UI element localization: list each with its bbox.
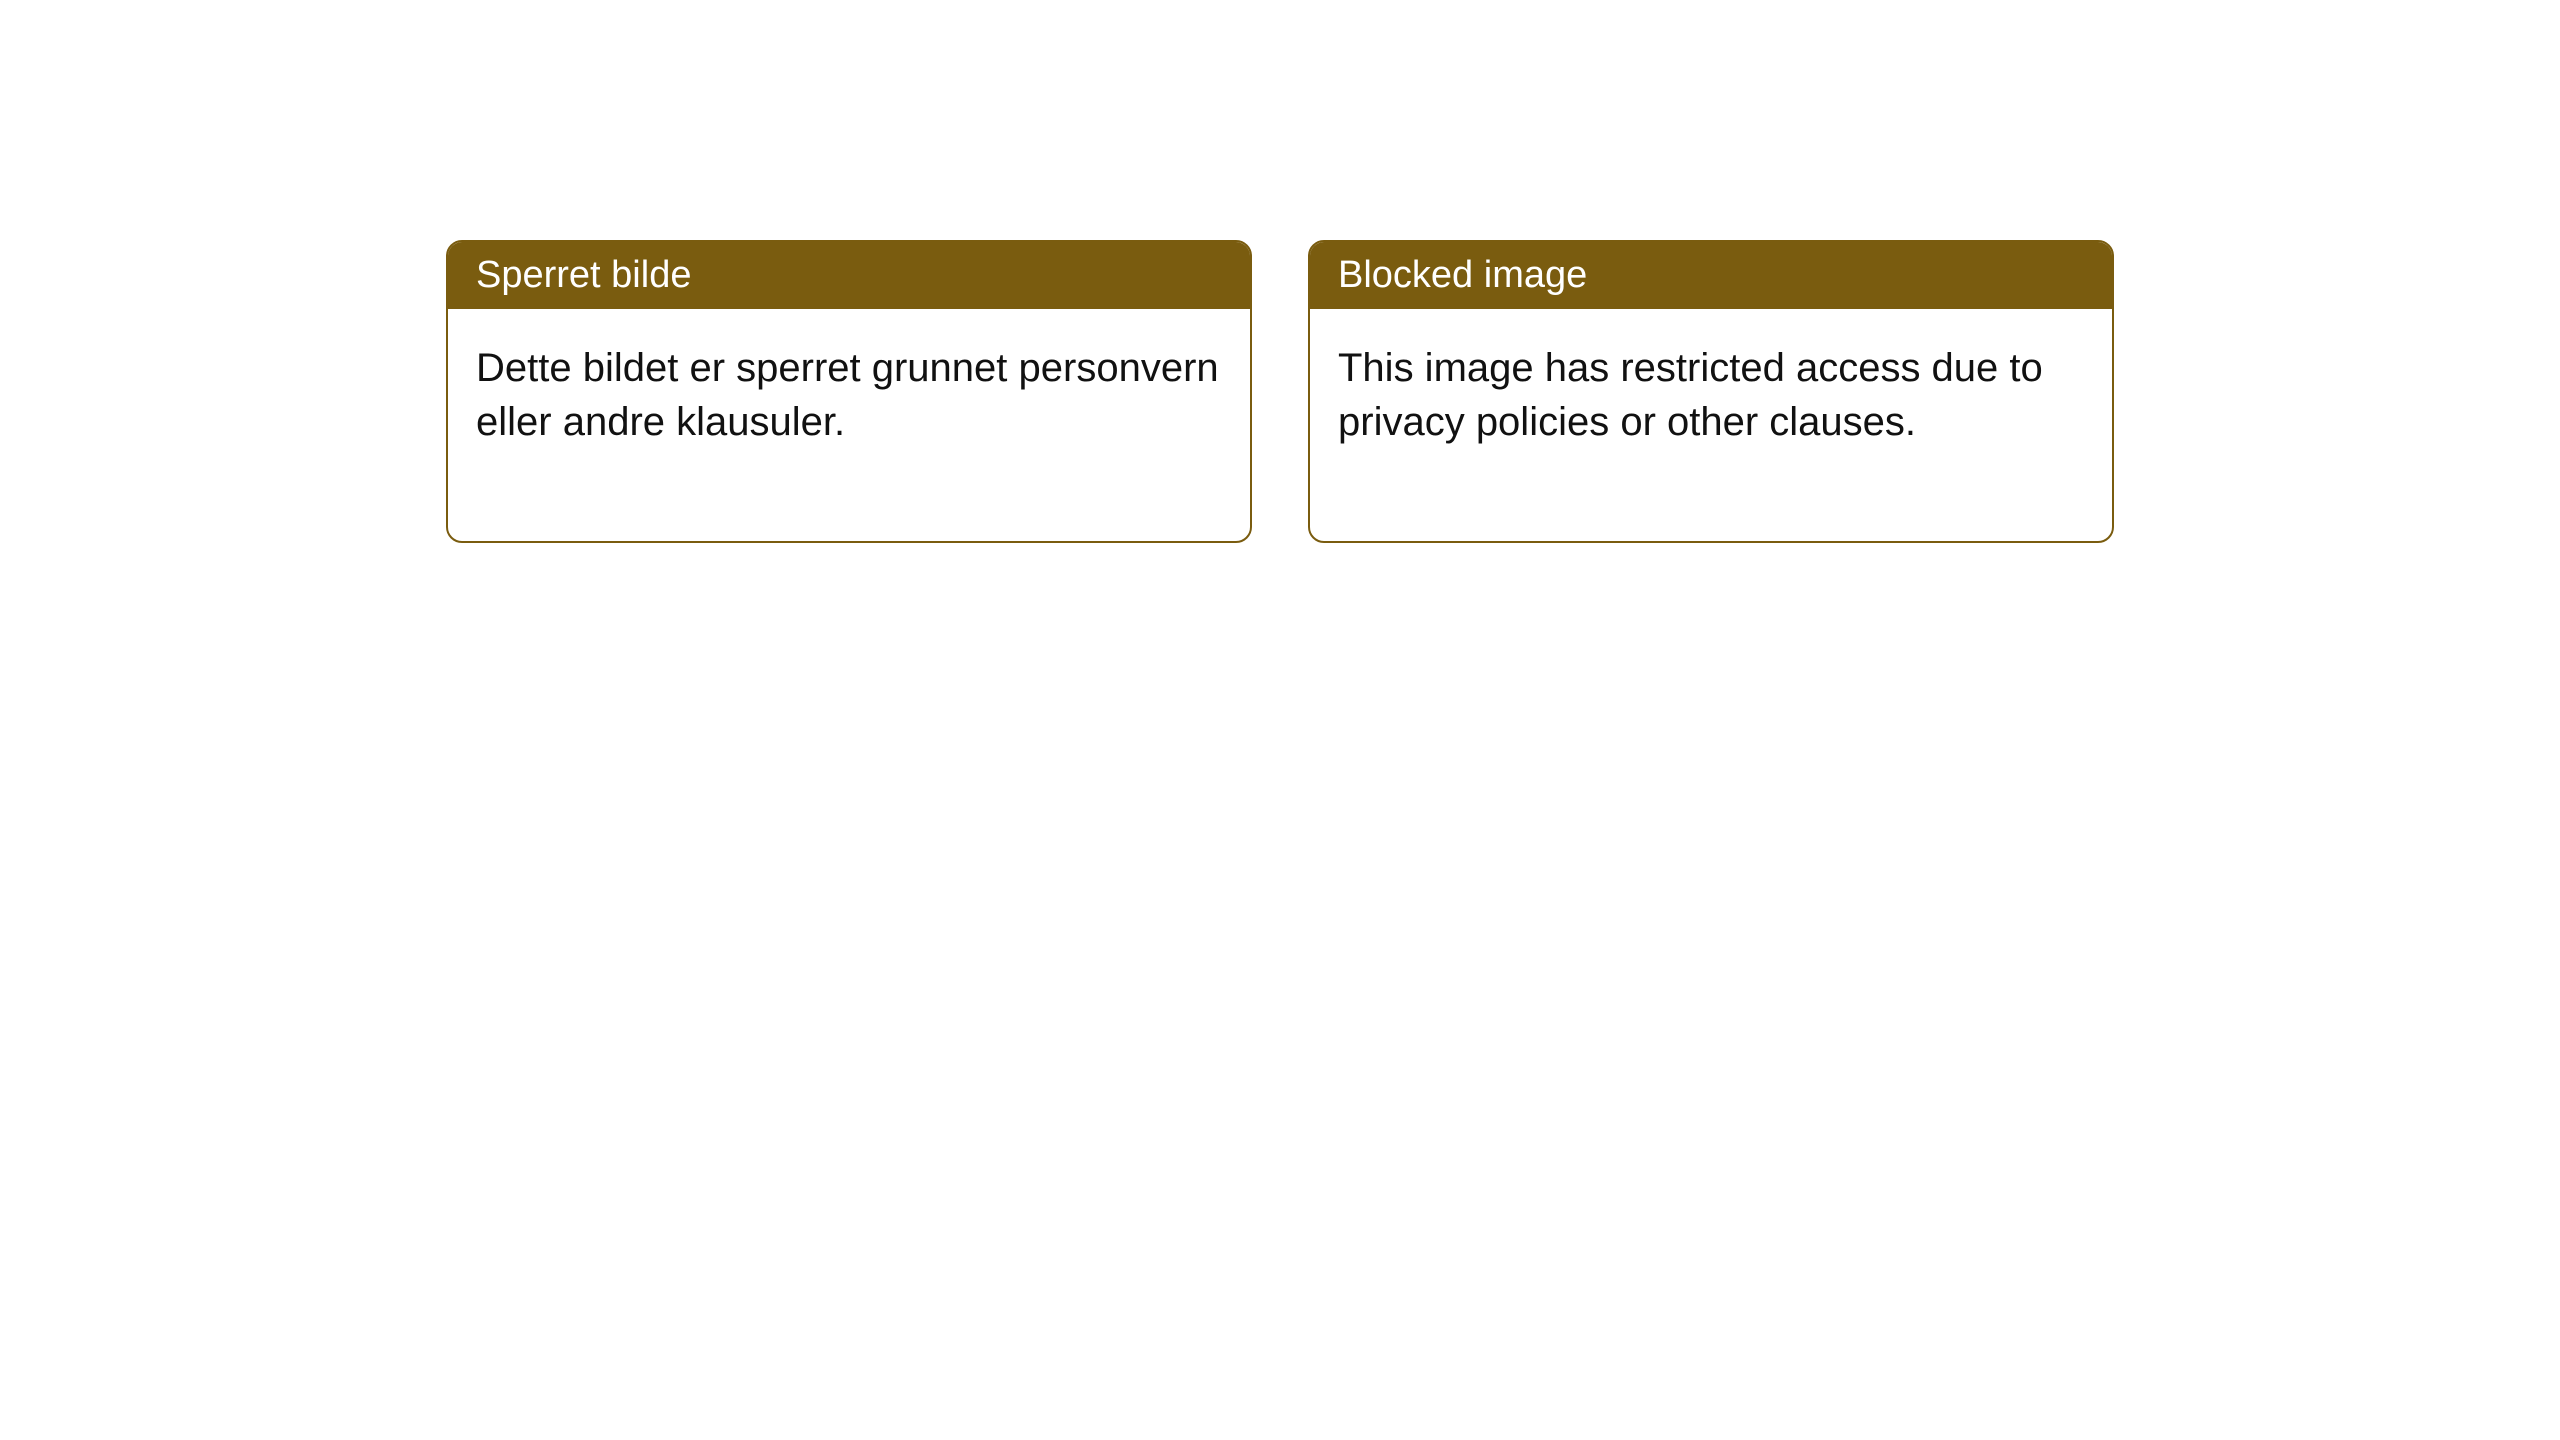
card-title: Sperret bilde: [476, 254, 691, 296]
card-header: Sperret bilde: [448, 242, 1250, 309]
card-body-text: This image has restricted access due to …: [1338, 346, 2043, 444]
card-body: This image has restricted access due to …: [1310, 309, 2112, 541]
blocked-image-card-english: Blocked image This image has restricted …: [1308, 240, 2114, 543]
notice-card-row: Sperret bilde Dette bildet er sperret gr…: [446, 240, 2114, 543]
card-header: Blocked image: [1310, 242, 2112, 309]
card-body: Dette bildet er sperret grunnet personve…: [448, 309, 1250, 541]
blocked-image-card-norwegian: Sperret bilde Dette bildet er sperret gr…: [446, 240, 1252, 543]
card-body-text: Dette bildet er sperret grunnet personve…: [476, 346, 1219, 444]
card-title: Blocked image: [1338, 254, 1587, 296]
